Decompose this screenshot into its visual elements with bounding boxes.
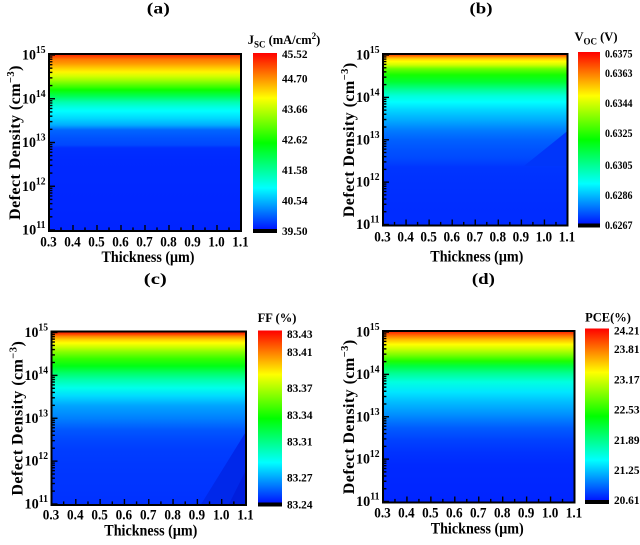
svg-text:FF (%): FF (%) [258, 311, 297, 325]
svg-text:23.81: 23.81 [614, 342, 640, 356]
svg-text:1.1: 1.1 [232, 235, 249, 251]
svg-text:0.4: 0.4 [67, 508, 84, 524]
svg-text:0.9: 0.9 [184, 235, 201, 251]
svg-text:1.0: 1.0 [208, 235, 225, 251]
svg-text:1.1: 1.1 [559, 230, 576, 246]
svg-text:83.31: 83.31 [287, 435, 313, 449]
svg-text:40.54: 40.54 [282, 193, 308, 207]
svg-text:1.0: 1.0 [542, 506, 559, 522]
svg-text:83.27: 83.27 [287, 471, 313, 485]
svg-text:JSC (mA/cm2): JSC (mA/cm2) [248, 31, 321, 50]
svg-text:0.6: 0.6 [443, 230, 460, 246]
svg-text:20.61: 20.61 [614, 493, 640, 507]
svg-text:0.8: 0.8 [164, 508, 181, 524]
svg-text:0.9: 0.9 [513, 230, 530, 246]
svg-text:1.1: 1.1 [566, 506, 583, 522]
svg-text:Thickness (μm): Thickness (μm) [102, 249, 195, 266]
svg-text:0.7: 0.7 [136, 235, 153, 251]
svg-text:42.62: 42.62 [282, 132, 308, 146]
svg-text:1.1: 1.1 [237, 508, 254, 524]
svg-text:22.53: 22.53 [614, 403, 640, 417]
svg-text:Defect Density (cm−3): Defect Density (cm−3) [340, 62, 358, 217]
svg-text:0.6325: 0.6325 [605, 126, 633, 140]
svg-text:45.52: 45.52 [282, 47, 308, 61]
svg-text:21.25: 21.25 [614, 463, 640, 477]
svg-text:0.6375: 0.6375 [605, 47, 633, 61]
svg-text:0.6286: 0.6286 [605, 188, 633, 202]
svg-text:0.6: 0.6 [116, 508, 133, 524]
svg-text:Defect Density (cm−3): Defect Density (cm−3) [6, 65, 24, 220]
svg-text:1.0: 1.0 [536, 230, 553, 246]
svg-text:43.66: 43.66 [282, 102, 308, 116]
svg-text:83.41: 83.41 [287, 345, 313, 359]
svg-text:Defect Density (cm−3): Defect Density (cm−3) [9, 341, 27, 496]
svg-text:0.6: 0.6 [112, 235, 129, 251]
svg-text:0.6344: 0.6344 [605, 96, 633, 110]
svg-text:0.8: 0.8 [160, 235, 177, 251]
svg-text:0.6267: 0.6267 [605, 218, 633, 232]
svg-text:0.8: 0.8 [490, 230, 507, 246]
svg-text:(c): (c) [144, 271, 167, 288]
svg-text:0.5: 0.5 [91, 508, 108, 524]
svg-text:0.5: 0.5 [420, 230, 437, 246]
svg-text:Thickness (μm): Thickness (μm) [104, 523, 197, 540]
svg-text:44.70: 44.70 [282, 71, 308, 85]
svg-text:0.4: 0.4 [64, 235, 81, 251]
svg-text:21.89: 21.89 [614, 433, 640, 447]
svg-text:PCE(%): PCE(%) [585, 310, 631, 324]
svg-text:39.50: 39.50 [282, 224, 308, 238]
svg-text:24.21: 24.21 [614, 323, 640, 337]
svg-text:0.9: 0.9 [518, 506, 535, 522]
svg-text:Thickness (μm): Thickness (μm) [431, 521, 524, 538]
svg-text:0.3: 0.3 [374, 506, 391, 522]
svg-text:0.6363: 0.6363 [605, 66, 633, 80]
svg-text:83.24: 83.24 [287, 497, 313, 511]
svg-text:0.4: 0.4 [397, 230, 414, 246]
svg-text:41.58: 41.58 [282, 163, 308, 177]
svg-text:1.0: 1.0 [213, 508, 230, 524]
svg-text:0.3: 0.3 [43, 508, 60, 524]
svg-text:0.6: 0.6 [446, 506, 463, 522]
svg-text:23.17: 23.17 [614, 372, 640, 386]
svg-text:0.7: 0.7 [470, 506, 487, 522]
svg-text:(b): (b) [470, 1, 493, 18]
svg-text:0.6305: 0.6305 [605, 158, 633, 172]
svg-text:83.37: 83.37 [287, 381, 313, 395]
svg-text:(a): (a) [147, 1, 170, 18]
svg-text:Thickness (μm): Thickness (μm) [430, 249, 523, 266]
svg-text:Defect Density (cm−3): Defect Density (cm−3) [340, 339, 358, 494]
svg-text:83.43: 83.43 [287, 327, 313, 341]
svg-text:0.4: 0.4 [398, 506, 415, 522]
svg-text:0.7: 0.7 [467, 230, 484, 246]
svg-text:0.8: 0.8 [494, 506, 511, 522]
svg-text:83.34: 83.34 [287, 408, 313, 422]
svg-text:0.5: 0.5 [88, 235, 105, 251]
svg-text:(d): (d) [472, 271, 495, 288]
svg-text:0.7: 0.7 [140, 508, 157, 524]
svg-text:0.3: 0.3 [374, 230, 391, 246]
svg-text:0.5: 0.5 [422, 506, 439, 522]
svg-text:0.3: 0.3 [40, 235, 57, 251]
svg-text:0.9: 0.9 [189, 508, 206, 524]
